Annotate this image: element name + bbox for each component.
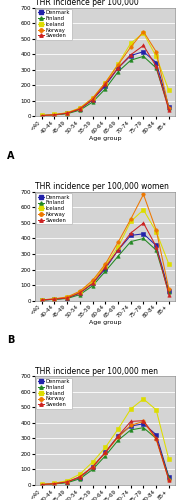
Text: THR incidence per 100,000 women: THR incidence per 100,000 women — [35, 182, 169, 191]
Text: THR incidence per 100,000: THR incidence per 100,000 — [35, 0, 139, 6]
Text: THR incidence per 100,000 men: THR incidence per 100,000 men — [35, 366, 158, 376]
X-axis label: Age group: Age group — [89, 136, 122, 140]
Text: A: A — [7, 151, 15, 161]
Legend: Denmark, Finland, Iceland, Norway, Sweden: Denmark, Finland, Iceland, Norway, Swede… — [36, 378, 72, 409]
X-axis label: Age group: Age group — [89, 320, 122, 325]
Text: B: B — [7, 335, 15, 345]
Legend: Denmark, Finland, Iceland, Norway, Sweden: Denmark, Finland, Iceland, Norway, Swede… — [36, 8, 72, 40]
Legend: Denmark, Finland, Iceland, Norway, Sweden: Denmark, Finland, Iceland, Norway, Swede… — [36, 193, 72, 224]
